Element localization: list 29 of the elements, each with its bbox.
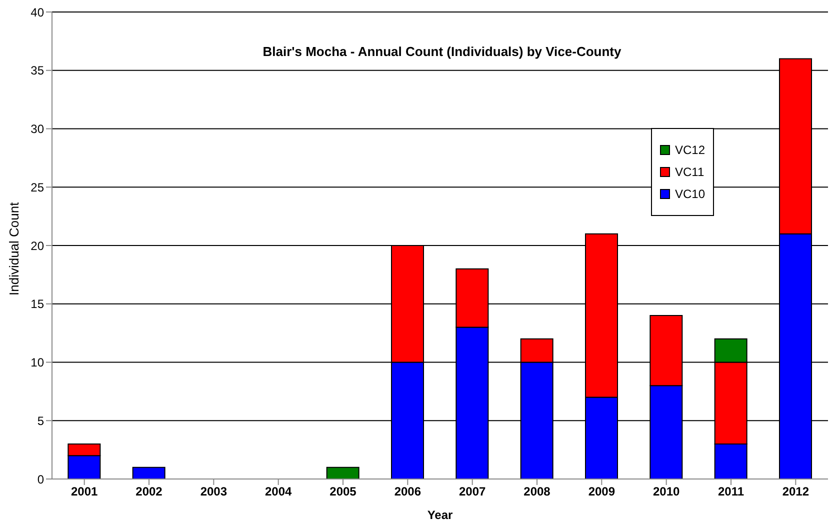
x-tick-label: 2002 [136, 484, 163, 499]
y-tick-label: 20 [30, 238, 44, 253]
bar [326, 466, 360, 479]
y-tick-label: 0 [37, 472, 44, 486]
x-tick-label: 2005 [330, 484, 357, 499]
x-tick-label: 2012 [782, 484, 810, 499]
x-tick-label: 2010 [652, 484, 680, 499]
y-axis-title: Individual Count [6, 202, 22, 296]
legend-label: VC11 [675, 165, 704, 179]
y-tick-label: 30 [30, 122, 44, 136]
legend-label: VC12 [675, 143, 706, 157]
y-tick-label: 5 [37, 414, 44, 428]
y-tick-label: 25 [30, 180, 44, 194]
legend-label: VC10 [675, 187, 706, 201]
x-tick-label: 2003 [200, 484, 228, 499]
x-tick-label: 2008 [524, 484, 551, 499]
x-tick-label: 2001 [70, 484, 98, 499]
text: Blair's Mocha - Annual Count (Individuals) by Vice-County [262, 44, 622, 59]
x-tick-label: 2004 [264, 484, 292, 499]
x-tick-label: 2006 [394, 484, 422, 499]
y-tick-label: 40 [30, 5, 44, 20]
bar [132, 466, 166, 479]
x-tick-label: 2007 [458, 484, 486, 499]
x-tick-label: 2011 [718, 484, 744, 499]
y-tick-label: 15 [30, 297, 44, 312]
x-axis-title: Year [427, 508, 454, 521]
y-tick-label: 10 [30, 356, 44, 370]
y-tick-label: 35 [30, 64, 44, 78]
x-tick-label: 2009 [588, 484, 616, 499]
